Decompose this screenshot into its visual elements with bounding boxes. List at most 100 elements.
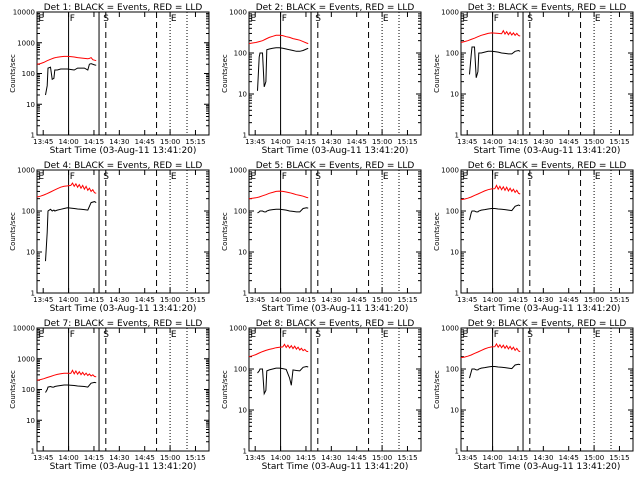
event-label: E (383, 14, 389, 24)
x-tick-label: 14:45 (559, 454, 579, 462)
x-tick-label: 15:15 (185, 296, 205, 304)
x-tick-label: 13:45 (457, 296, 477, 304)
x-tick-label: 13:45 (245, 138, 265, 146)
y-tick-label: 1 (31, 290, 35, 298)
x-tick-label: 14:00 (58, 454, 78, 462)
y-tick-label: 1 (243, 290, 247, 298)
x-tick-label: 13:45 (245, 454, 265, 462)
panel-det-2: Det 2: BLACK = Events, RED = LLD 1 10 100 10… (221, 3, 422, 156)
x-axis-label: Start Time (03-Aug-11 13:41:20) (474, 146, 621, 156)
x-tick-label: 13:45 (457, 454, 477, 462)
x-axis-label: Start Time (03-Aug-11 13:41:20) (50, 462, 197, 472)
y-tick-label: 10 (26, 101, 35, 109)
x-tick-label: 14:15 (508, 454, 528, 462)
events-series-line (469, 46, 521, 78)
event-label: F (282, 14, 287, 24)
plot-frame (36, 327, 210, 452)
event-label: F (494, 330, 499, 340)
x-tick-label: 15:00 (372, 138, 392, 146)
y-tick-label: 1000 (229, 9, 247, 17)
x-tick-label: 14:30 (533, 296, 553, 304)
x-tick-label: 14:45 (559, 296, 579, 304)
event-label: F (494, 14, 499, 24)
y-tick-label: 100 (234, 366, 247, 374)
lld-series-line (460, 29, 521, 43)
event-label: S (315, 172, 321, 182)
x-tick-label: 15:15 (397, 296, 417, 304)
y-tick-label: 10 (26, 249, 35, 257)
y-tick-label: 1 (455, 132, 459, 140)
lld-series-line (460, 184, 521, 201)
x-tick-label: 15:00 (584, 296, 604, 304)
events-series-line (45, 381, 97, 393)
x-tick-label: 14:30 (109, 296, 129, 304)
x-tick-label: 14:45 (347, 454, 367, 462)
x-tick-label: 14:00 (482, 296, 502, 304)
y-tick-label: 100 (446, 366, 459, 374)
x-tick-label: 14:30 (109, 138, 129, 146)
x-tick-label: 14:00 (482, 454, 502, 462)
x-tick-label: 14:45 (135, 296, 155, 304)
event-label: S (527, 330, 533, 340)
event-label: S (315, 330, 321, 340)
panel-det-4: Det 4: BLACK = Events, RED = LLD 1 10 100 10… (9, 161, 210, 314)
events-series-line (257, 365, 309, 396)
y-tick-label: 100 (22, 208, 35, 216)
x-tick-label: 15:00 (372, 296, 392, 304)
events-series-line (469, 204, 521, 221)
x-tick-label: 15:15 (609, 296, 629, 304)
event-label: F (70, 14, 75, 24)
x-tick-label: 15:15 (397, 454, 417, 462)
event-label: F (282, 330, 287, 340)
y-tick-label: 1000 (17, 355, 35, 363)
event-label: S (103, 14, 109, 24)
plot-frame (460, 11, 634, 136)
plot-frame (36, 169, 210, 294)
panel-det-3: Det 3: BLACK = Events, RED = LLD 1 10 100 10… (433, 3, 634, 156)
x-axis-label: Start Time (03-Aug-11 13:41:20) (262, 146, 409, 156)
x-axis-label: Start Time (03-Aug-11 13:41:20) (262, 462, 409, 472)
x-tick-label: 14:30 (321, 138, 341, 146)
y-tick-label: 10 (238, 249, 247, 257)
plot-frame (460, 169, 634, 294)
plot-frame (36, 11, 210, 136)
events-series-line (45, 63, 97, 96)
y-tick-label: 100 (22, 386, 35, 394)
lld-series-line (248, 343, 309, 358)
x-tick-label: 14:00 (58, 138, 78, 146)
y-tick-label: 1 (31, 448, 35, 456)
x-tick-label: 14:45 (347, 296, 367, 304)
lld-series-line (36, 369, 97, 381)
y-tick-label: 100 (446, 50, 459, 58)
event-label: E (462, 172, 468, 182)
x-tick-label: 14:15 (296, 138, 316, 146)
x-tick-label: 13:45 (245, 296, 265, 304)
event-label: E (171, 172, 177, 182)
x-tick-label: 14:30 (321, 296, 341, 304)
event-label: S (103, 172, 109, 182)
panel-det-9: Det 9: BLACK = Events, RED = LLD 1 10 100 10… (433, 319, 634, 472)
event-label: E (38, 330, 44, 340)
y-tick-label: 1000 (229, 167, 247, 175)
event-label: E (383, 330, 389, 340)
plot-frame (248, 327, 422, 452)
y-tick-label: 10 (450, 407, 459, 415)
panel-title: Det 6: BLACK = Events, RED = LLD (468, 161, 627, 171)
panel-title: Det 4: BLACK = Events, RED = LLD (44, 161, 203, 171)
y-axis-label: Counts/sec (221, 54, 229, 93)
event-label: E (250, 330, 256, 340)
panel-title: Det 9: BLACK = Events, RED = LLD (468, 319, 627, 329)
y-tick-label: 1 (243, 132, 247, 140)
x-axis-label: Start Time (03-Aug-11 13:41:20) (262, 304, 409, 314)
panel-det-7: Det 7: BLACK = Events, RED = LLD 1 10 100 10… (9, 319, 210, 472)
plot-frame (248, 169, 422, 294)
x-tick-label: 14:15 (296, 454, 316, 462)
y-tick-label: 1 (455, 448, 459, 456)
y-tick-label: 100 (234, 50, 247, 58)
panel-title: Det 5: BLACK = Events, RED = LLD (256, 161, 415, 171)
event-label: F (70, 330, 75, 340)
y-axis-label: Counts/sec (9, 212, 17, 251)
x-tick-label: 14:00 (270, 296, 290, 304)
x-tick-label: 14:15 (84, 454, 104, 462)
event-label: E (38, 14, 44, 24)
